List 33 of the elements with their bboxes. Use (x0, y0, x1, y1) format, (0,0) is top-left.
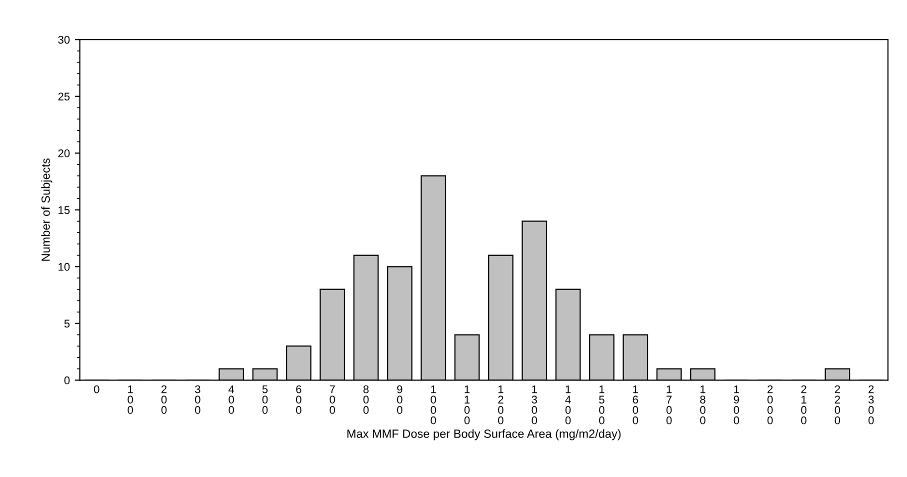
x-tick-label: 2000 (767, 385, 773, 424)
x-tick-label: 1500 (599, 385, 604, 424)
x-tick-label: 1200 (498, 385, 504, 424)
y-tick-label: 30 (58, 36, 70, 44)
x-tick-label: 1900 (734, 385, 740, 424)
y-tick-label: 15 (58, 206, 70, 214)
x-tick-label: 2100 (801, 385, 806, 424)
x-tick-label: 1100 (464, 385, 470, 424)
x-tick-label: 400 (228, 385, 234, 414)
x-tick-label: 1300 (532, 385, 538, 424)
y-tick-label: 5 (64, 320, 70, 328)
x-tick-label: 1400 (565, 385, 571, 424)
x-tick-label: 700 (330, 385, 336, 414)
x-tick-label: 100 (128, 385, 133, 414)
x-axis-title: Max MMF Dose per Body Surface Area (mg/m2/day) (347, 429, 621, 440)
y-tick-label: 0 (64, 376, 70, 384)
x-tick-label: 1800 (700, 385, 706, 424)
x-tick-label: 300 (195, 385, 200, 414)
x-tick-label: 200 (161, 385, 167, 414)
x-tick-label: 900 (397, 385, 402, 414)
x-tick-label: 1000 (430, 385, 436, 424)
x-tick-label: 2200 (834, 385, 840, 424)
y-tick-label: 25 (58, 92, 70, 100)
x-tick-label: 2300 (868, 385, 874, 424)
x-tick-label: 800 (363, 385, 369, 414)
y-tick-label: 20 (58, 149, 70, 158)
x-tick-label: 1600 (632, 385, 638, 424)
x-tick-label: 600 (296, 385, 302, 414)
x-tick-label: 0 (94, 385, 100, 394)
x-tick-label: 1700 (666, 385, 672, 424)
x-tick-label: 500 (262, 385, 268, 414)
y-tick-label: 10 (58, 262, 70, 271)
y-axis-title: Number of Subjects (41, 158, 52, 261)
